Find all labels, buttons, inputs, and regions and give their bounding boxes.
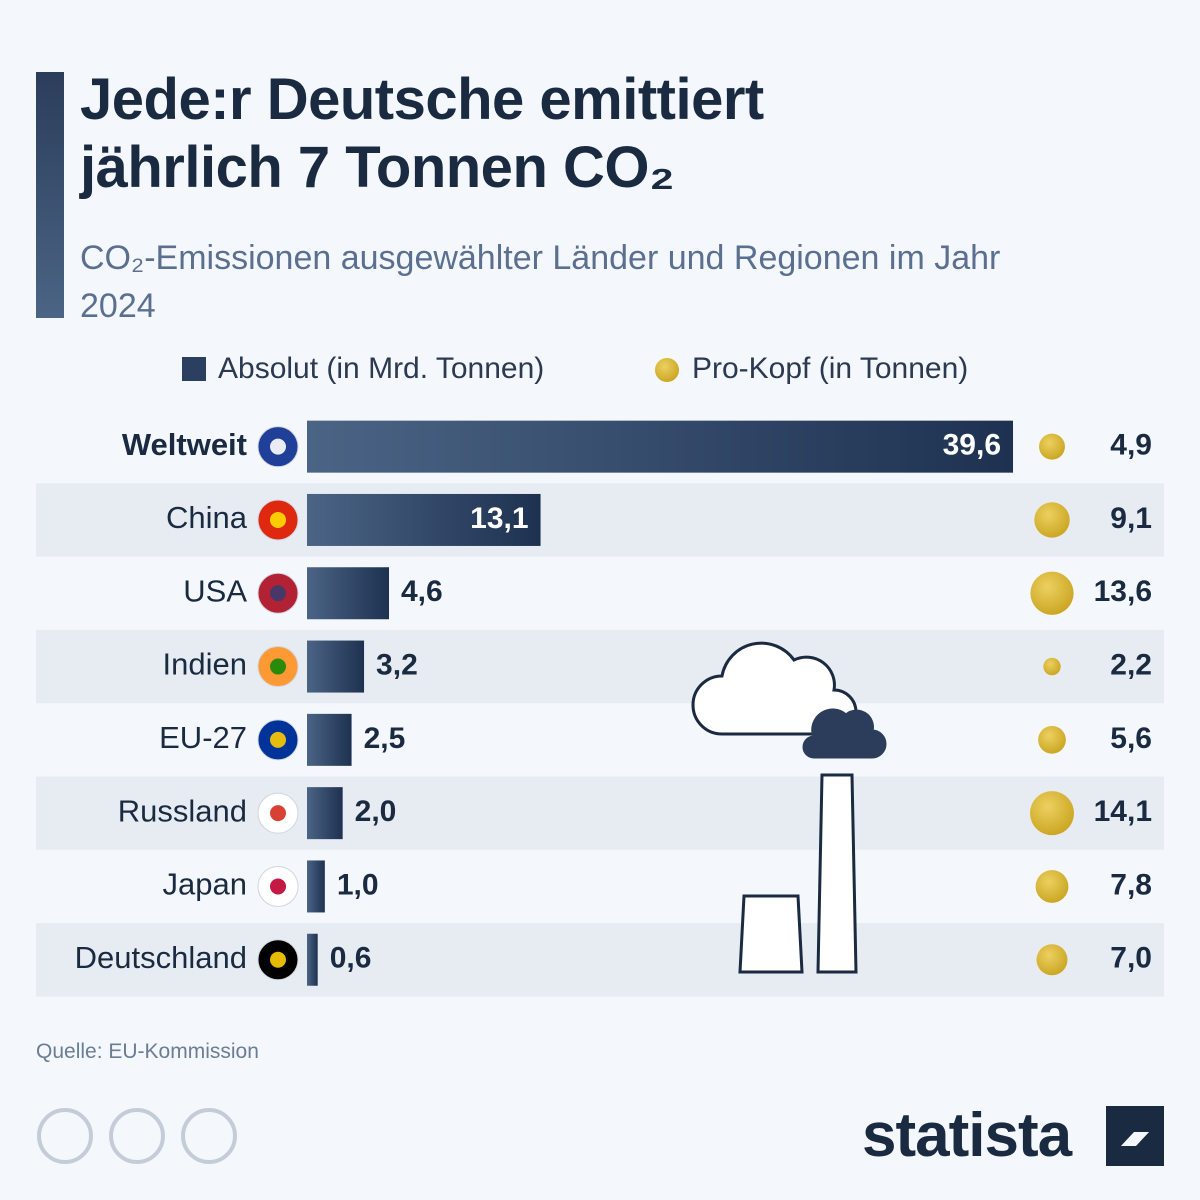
bubble-label: 9,1 [1110,502,1152,535]
flag-detail [270,805,286,822]
value-label: 2,0 [355,795,397,828]
bubble [1036,944,1068,976]
flag-detail [270,731,286,748]
source: Quelle: EU-Kommission [36,1040,259,1063]
bar [307,933,318,986]
legend-swatch [655,358,679,382]
bubble [1034,502,1070,538]
bar [307,860,325,913]
bubble [1043,657,1061,676]
license-icons [37,1108,237,1164]
bubble-label: 13,6 [1094,575,1152,608]
value-label: 39,6 [943,429,1001,462]
row-band [36,483,1164,557]
flag-detail [270,658,286,675]
bar [307,787,343,840]
value-label: 2,5 [364,722,406,755]
category-label: Weltweit [122,427,247,462]
flag-detail [270,438,286,455]
bar [307,567,390,620]
bubble [1038,725,1066,754]
bubble-label: 7,8 [1110,868,1152,901]
legend-swatch [182,357,206,381]
chart-title: Jede:r Deutsche emittiert jährlich 7 Ton… [80,67,764,200]
bar [307,493,541,546]
bubble [1030,791,1074,836]
bubble [1039,433,1065,460]
flag-detail [270,585,286,602]
row-band [36,629,1164,704]
category-label: EU-27 [159,720,247,755]
chart-subtitle: CO₂-Emissionen ausgewählter Länder und R… [80,239,1001,325]
illustration [691,641,887,974]
value-label: 13,1 [470,502,528,535]
value-label: 0,6 [330,942,372,975]
flag-detail [270,511,286,528]
bubble-label: 2,2 [1110,648,1152,681]
legend-label: Absolut (in Mrd. Tonnen) [218,352,544,385]
category-label: Russland [118,793,247,828]
bar [307,713,352,766]
category-label: China [166,500,248,535]
category-label: Indien [163,647,247,682]
value-label: 1,0 [337,868,379,901]
bubble-label: 14,1 [1094,795,1152,828]
brand-logo [1106,1106,1164,1166]
legend-label: Pro-Kopf (in Tonnen) [692,352,968,385]
category-label: USA [183,573,247,608]
flag-detail [270,878,286,895]
bubble-label: 7,0 [1110,942,1152,975]
row-band [36,776,1164,850]
bar [307,420,1013,473]
bubble [1035,870,1069,903]
category-label: Japan [163,867,247,902]
bubble [1030,571,1074,615]
bubble-label: 5,6 [1110,722,1152,755]
bar [307,640,365,693]
category-label: Deutschland [75,940,247,975]
value-label: 4,6 [401,575,443,608]
title-accent [36,72,64,318]
flag-detail [270,951,286,968]
value-label: 3,2 [376,648,418,681]
bubble-label: 4,9 [1110,429,1152,462]
brand: statista [862,1101,1072,1170]
row-band [36,923,1164,997]
